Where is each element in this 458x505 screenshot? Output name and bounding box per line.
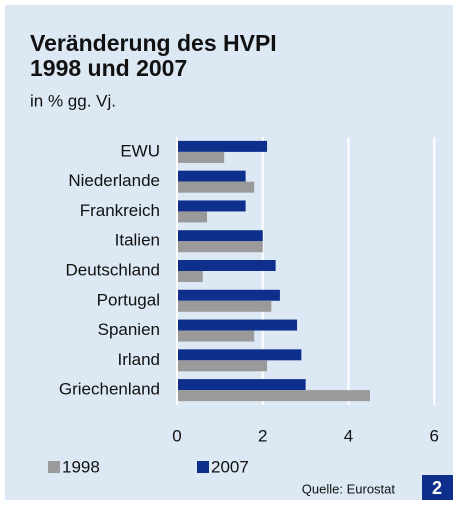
bar (177, 379, 306, 391)
bar (177, 330, 255, 342)
y-tick-label: Griechenland (59, 380, 160, 399)
y-tick-label: Deutschland (65, 260, 160, 279)
y-tick-label: Portugal (97, 290, 160, 309)
y-tick-label: Spanien (98, 320, 160, 339)
bar (177, 289, 280, 301)
bar (177, 271, 203, 282)
bar (177, 360, 268, 372)
x-tick-label: 0 (172, 426, 181, 445)
bar (177, 349, 302, 361)
x-tick-label: 2 (258, 426, 267, 445)
bar (177, 140, 268, 152)
y-tick-label: Niederlande (68, 171, 160, 190)
legend-label: 1998 (62, 457, 100, 476)
legend-swatch (197, 461, 209, 473)
bar (177, 241, 263, 253)
bar (177, 151, 225, 163)
bar (177, 211, 208, 223)
x-tick-label: 4 (344, 426, 353, 445)
badge: 2 (432, 478, 442, 498)
y-tick-label: Italien (115, 231, 160, 250)
bar (177, 200, 246, 212)
y-tick-label: Frankreich (80, 201, 160, 220)
legend-swatch (48, 461, 60, 473)
bar (177, 319, 298, 331)
bar (177, 181, 255, 193)
legend-label: 2007 (211, 457, 249, 476)
y-tick-label: Irland (117, 350, 160, 369)
bar (177, 260, 276, 271)
source: Quelle: Eurostat (302, 481, 396, 496)
bar (177, 300, 272, 312)
badge-box (422, 475, 453, 500)
chart-subtitle: in % gg. Vj. (30, 91, 116, 110)
bar (177, 170, 246, 182)
panel (5, 5, 453, 500)
chart-title: Veränderung des HVPI (30, 30, 277, 56)
bar (177, 390, 370, 402)
x-tick-label: 6 (430, 426, 439, 445)
y-tick-label: EWU (120, 141, 160, 160)
chart-title: 1998 und 2007 (30, 55, 187, 81)
bar (177, 230, 263, 242)
